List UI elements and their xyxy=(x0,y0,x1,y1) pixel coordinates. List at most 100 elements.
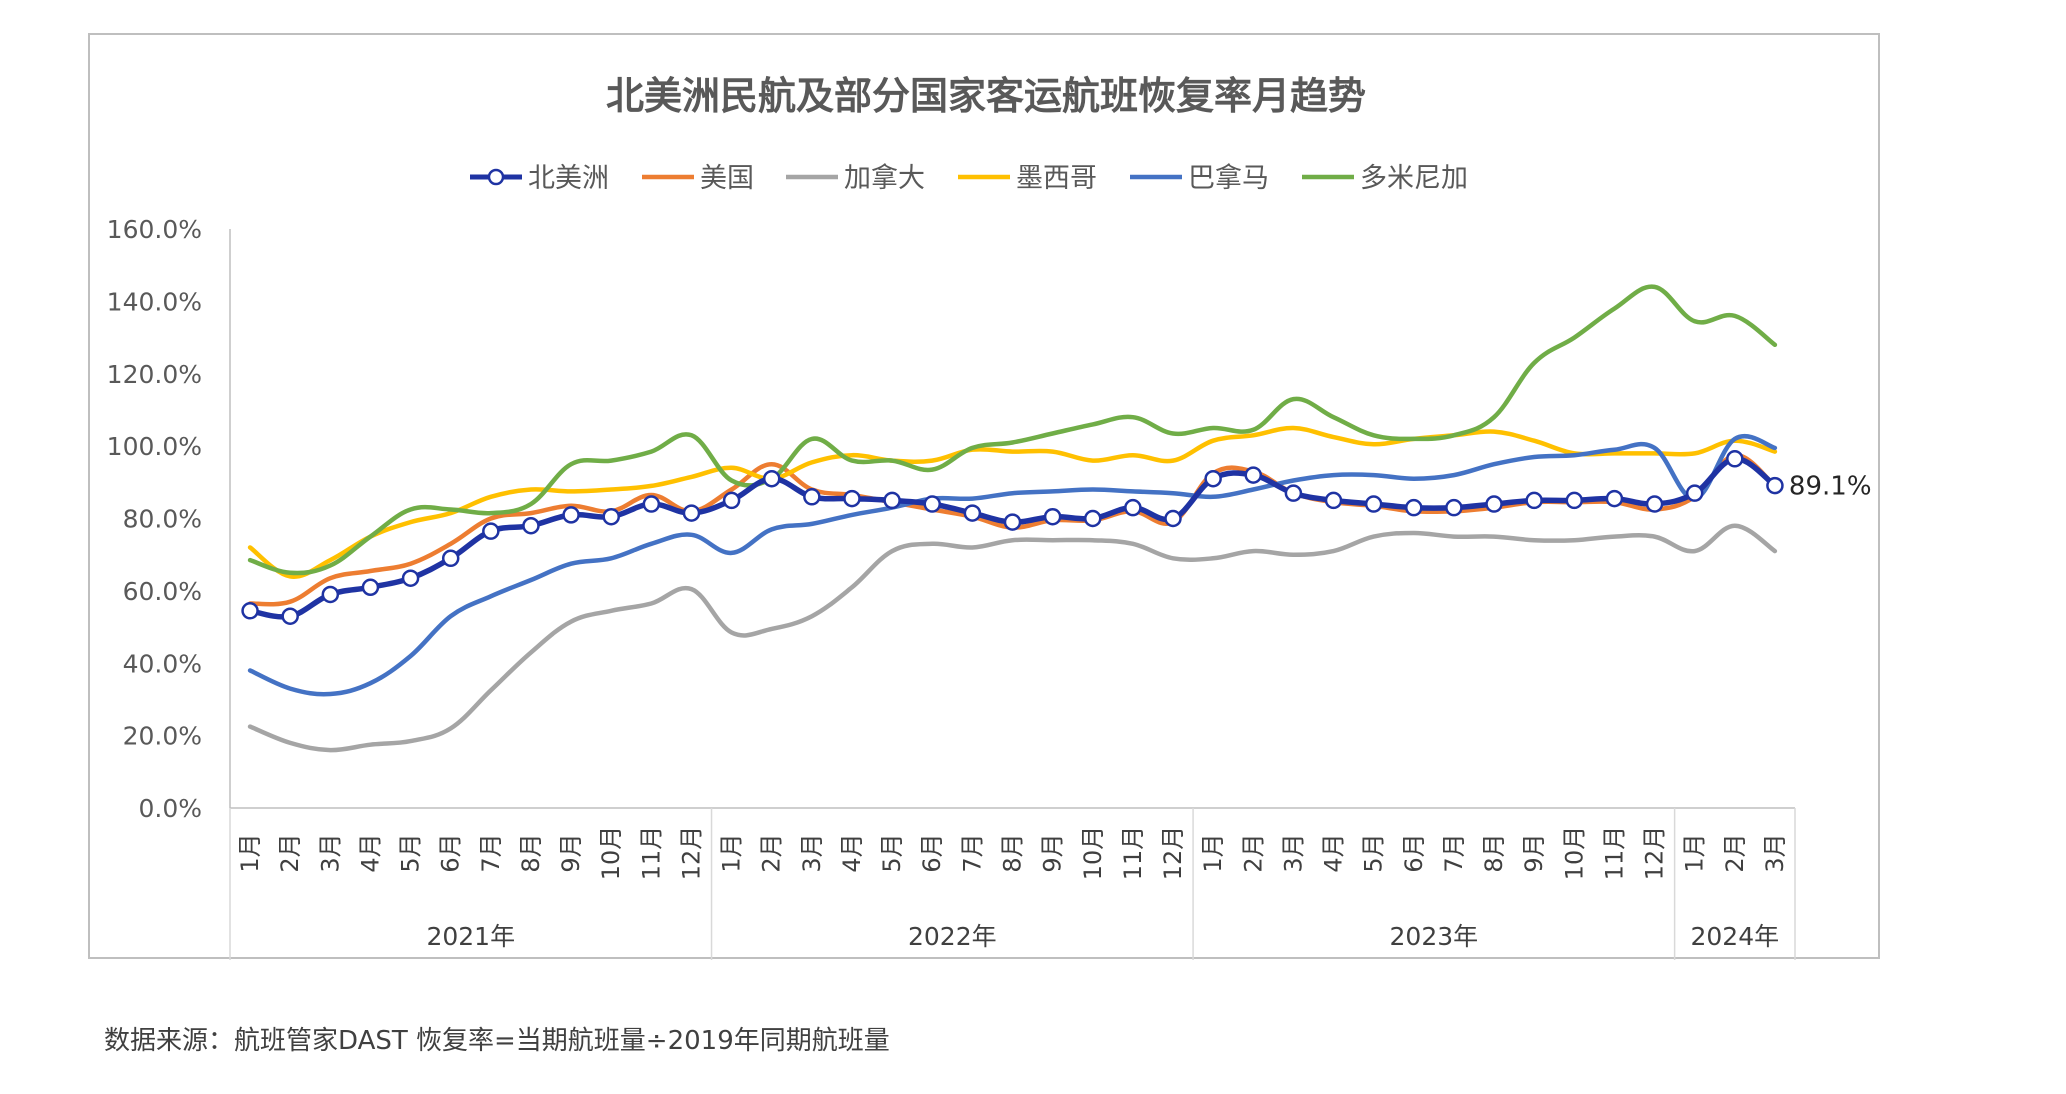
chart-title: 北美洲民航及部分国家客运航班恢复率月趋势 xyxy=(606,74,1366,118)
x-tick-label: 4月 xyxy=(356,833,384,872)
data-point xyxy=(883,491,901,510)
series-line xyxy=(247,433,1778,697)
series-line xyxy=(247,425,1778,579)
data-point xyxy=(1324,491,1343,510)
data-point xyxy=(441,549,460,568)
x-tick-label: 11月 xyxy=(1600,826,1628,881)
data-point xyxy=(1766,476,1784,495)
data-point xyxy=(1284,484,1303,502)
data-point xyxy=(482,522,500,540)
y-tick-label: 160.0% xyxy=(107,215,202,244)
series-line xyxy=(247,456,1778,620)
legend-label: 北美洲 xyxy=(528,163,609,194)
data-point xyxy=(401,569,420,587)
x-tick-label: 9月 xyxy=(1520,833,1548,872)
data-point xyxy=(602,507,620,526)
x-tick-label: 9月 xyxy=(1039,833,1067,872)
x-tick-label: 4月 xyxy=(838,833,866,872)
legend-label: 美国 xyxy=(700,163,754,194)
data-point xyxy=(923,495,941,513)
data-point xyxy=(1003,513,1022,531)
data-point xyxy=(1445,498,1463,517)
x-tick-label: 10月 xyxy=(597,826,625,881)
x-tick-label: 12月 xyxy=(677,826,705,881)
year-label: 2023年 xyxy=(1390,922,1479,951)
data-point xyxy=(1485,495,1503,513)
x-tick-label: 5月 xyxy=(878,833,906,872)
data-point xyxy=(1204,469,1222,488)
source-note: 数据来源：航班管家DAST 恢复率=当期航班量÷2019年同期航班量 xyxy=(104,1026,890,1056)
series-墨西哥 xyxy=(247,425,1778,579)
x-tick-label: 1月 xyxy=(236,833,264,872)
data-point xyxy=(1605,489,1624,508)
x-tick-label: 7月 xyxy=(1440,833,1468,872)
x-tick-label: 3月 xyxy=(316,833,344,872)
data-point xyxy=(1565,491,1584,510)
x-axis: 1月 2月 3月 4月 5月 6月 7月 8月 9月 10月 11月 12月 1月 2月 3月 4月 5月 6月 7… xyxy=(229,807,1796,960)
year-label: 2024年 xyxy=(1690,922,1779,951)
legend-item-北美洲: 北美洲 xyxy=(470,163,609,194)
data-point xyxy=(281,607,299,625)
legend-item-加拿大: 加拿大 xyxy=(786,163,925,194)
data-point xyxy=(1685,484,1704,502)
x-tick-label: 3月 xyxy=(1761,833,1789,872)
x-tick-label: 7月 xyxy=(958,833,986,872)
legend-item-美国: 美国 xyxy=(642,163,754,194)
x-tick-label: 6月 xyxy=(1400,833,1428,872)
y-tick-label: 120.0% xyxy=(107,360,202,389)
series-line xyxy=(247,284,1778,576)
x-tick-label: 2月 xyxy=(276,833,304,872)
x-tick-label: 1月 xyxy=(1199,833,1227,872)
y-tick-label: 140.0% xyxy=(107,287,202,316)
data-point xyxy=(682,504,701,522)
x-tick-label: 2月 xyxy=(1239,833,1267,872)
data-point xyxy=(1525,491,1543,510)
year-label: 2021年 xyxy=(426,922,515,951)
x-tick-label: 6月 xyxy=(918,833,946,872)
year-label: 2022年 xyxy=(908,922,997,951)
line-chart: 北美洲民航及部分国家客运航班恢复率月趋势 北美洲 美国 加拿大 墨西哥 巴拿马 多米尼加 … xyxy=(107,74,1872,960)
data-point xyxy=(762,469,781,488)
x-tick-label: 9月 xyxy=(557,833,585,872)
x-tick-label: 2月 xyxy=(1721,833,1749,872)
data-point xyxy=(1244,466,1263,484)
y-tick-label: 20.0% xyxy=(123,722,202,751)
data-point xyxy=(1124,498,1142,517)
data-point xyxy=(642,495,661,513)
x-tick-label: 7月 xyxy=(477,833,505,872)
data-point xyxy=(1726,450,1744,468)
legend-label: 墨西哥 xyxy=(1016,163,1097,194)
x-tick-label: 6月 xyxy=(437,833,465,872)
x-tick-label: 1月 xyxy=(718,833,746,872)
series-多米尼加 xyxy=(247,284,1778,576)
y-axis: 0.0% 20.0% 40.0% 60.0% 80.0% 100.0% 120.0% 140.… xyxy=(107,215,231,823)
y-tick-label: 0.0% xyxy=(138,794,202,823)
series-北美洲 xyxy=(241,450,1784,625)
data-point xyxy=(1043,507,1062,526)
series-加拿大 xyxy=(247,523,1778,753)
x-tick-label: 11月 xyxy=(637,826,665,881)
series-line xyxy=(247,523,1778,753)
x-tick-label: 3月 xyxy=(798,833,826,872)
legend-label: 巴拿马 xyxy=(1188,163,1269,194)
x-tick-label: 11月 xyxy=(1119,826,1147,881)
legend-item-巴拿马: 巴拿马 xyxy=(1130,163,1269,194)
y-tick-label: 80.0% xyxy=(123,505,202,534)
data-point xyxy=(321,585,340,604)
y-tick-label: 100.0% xyxy=(107,432,202,461)
data-point xyxy=(963,504,982,522)
legend-item-多米尼加: 多米尼加 xyxy=(1302,163,1468,194)
x-tick-label: 3月 xyxy=(1279,833,1307,872)
x-tick-label: 8月 xyxy=(517,833,545,872)
x-tick-label: 5月 xyxy=(397,833,425,872)
y-tick-label: 40.0% xyxy=(123,649,202,678)
x-tick-label: 12月 xyxy=(1159,826,1187,881)
data-point xyxy=(803,488,821,506)
x-tick-label: 2月 xyxy=(758,833,786,872)
x-tick-label: 8月 xyxy=(999,833,1027,872)
data-label-layer: 89.1% xyxy=(1789,472,1872,502)
x-tick-label: 12月 xyxy=(1641,826,1669,881)
data-point xyxy=(1164,509,1182,528)
data-point xyxy=(722,491,741,510)
legend-item-墨西哥: 墨西哥 xyxy=(958,163,1097,194)
